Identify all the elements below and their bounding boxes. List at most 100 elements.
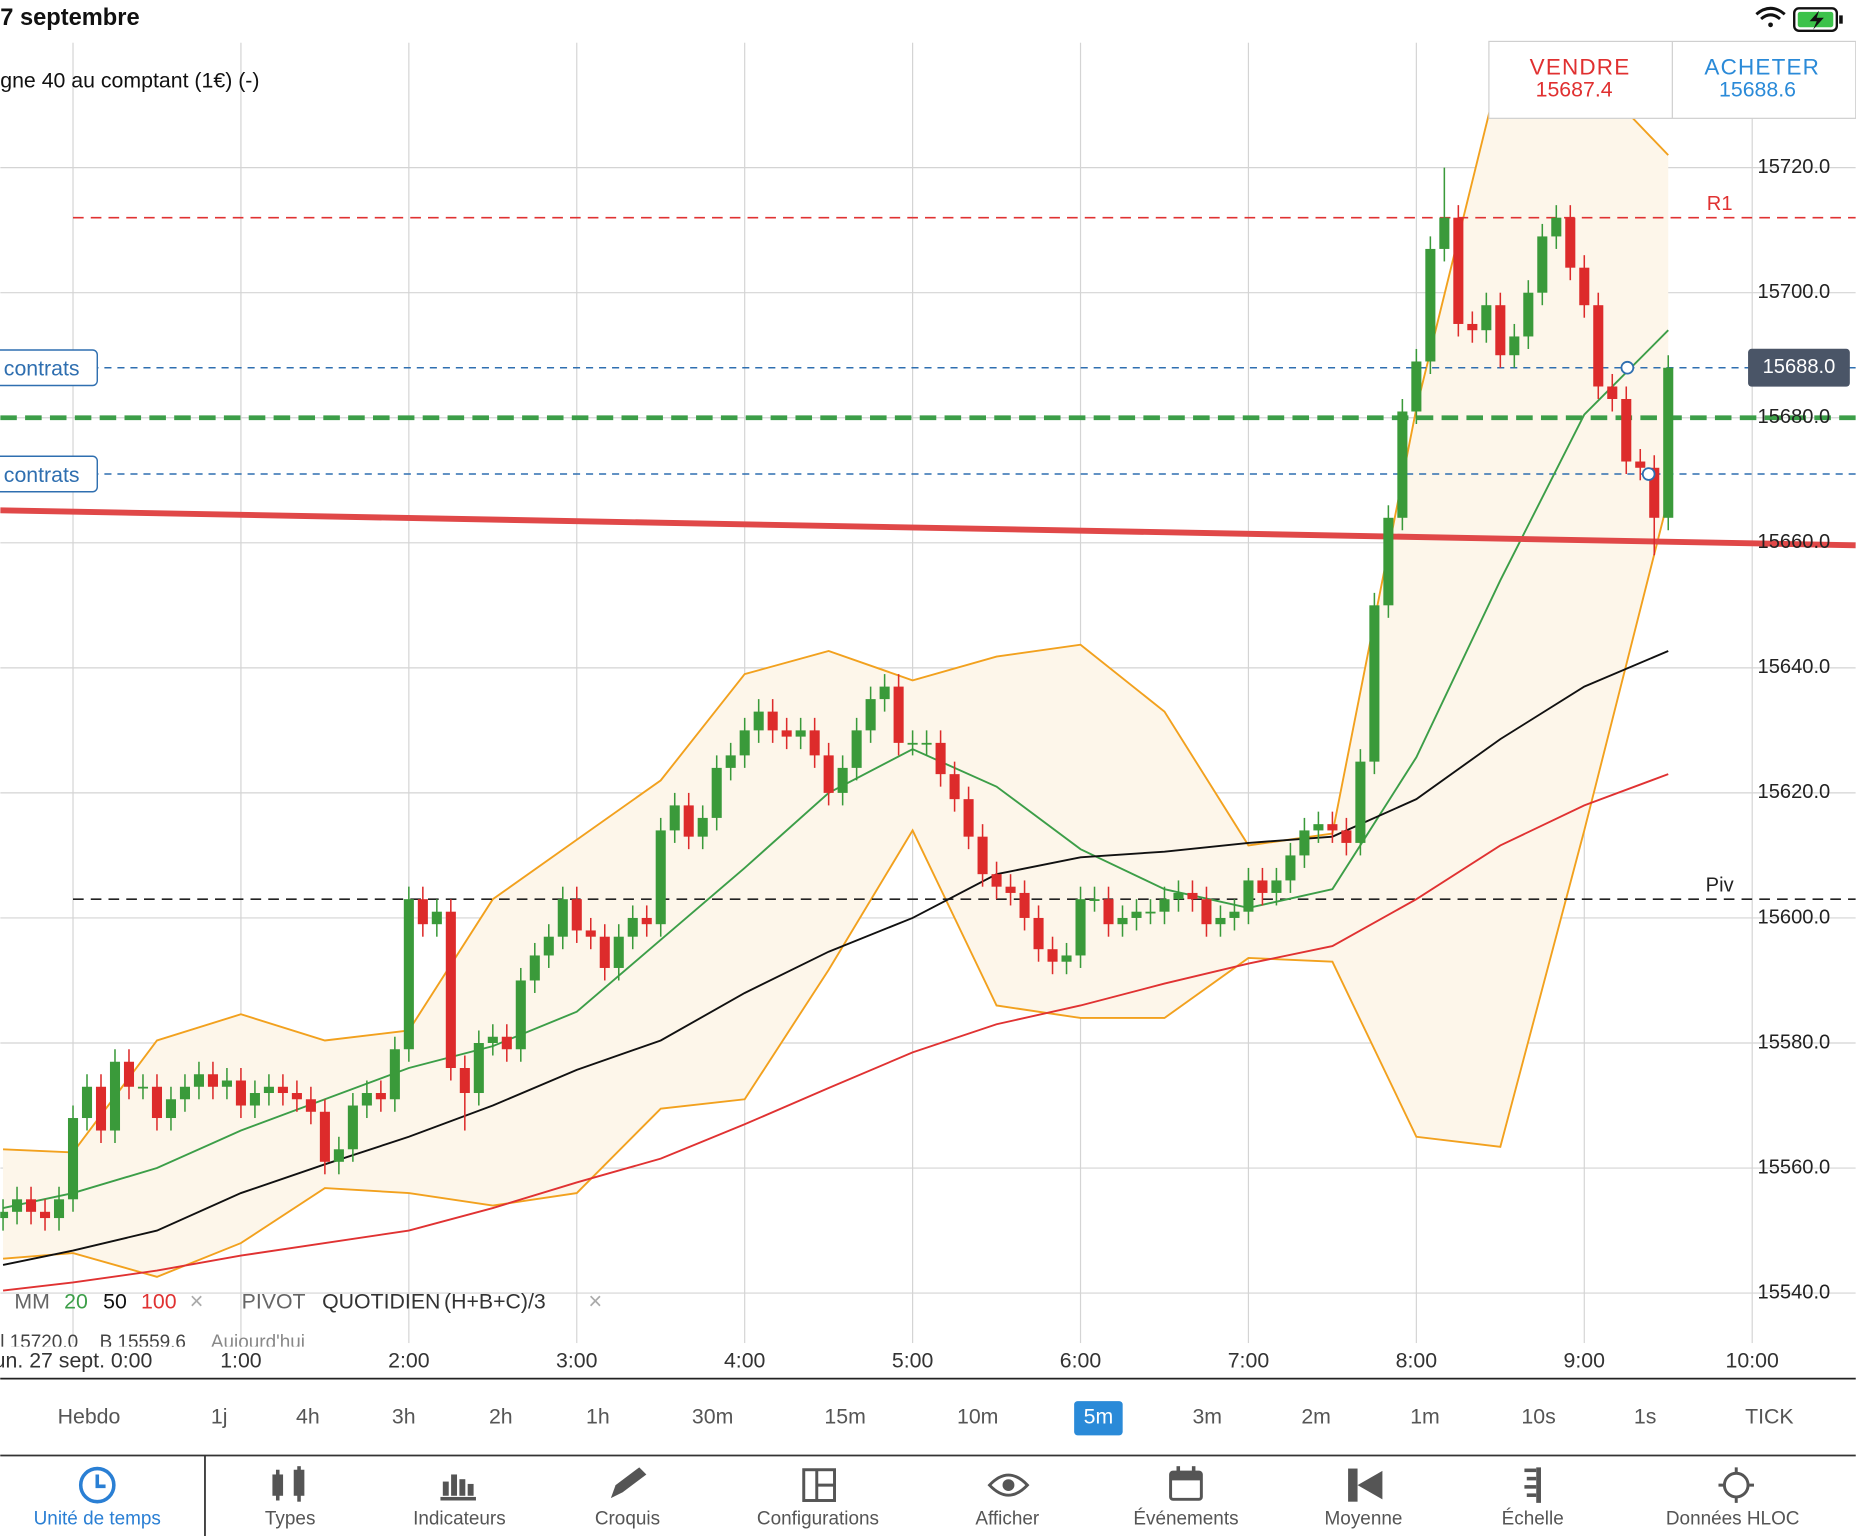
- buy-label[interactable]: ACHETER: [1704, 55, 1820, 80]
- tab[interactable]: Événements: [1133, 1508, 1238, 1529]
- timeframe[interactable]: 1m: [1410, 1404, 1440, 1428]
- candle-body: [1495, 305, 1506, 356]
- candle-body: [991, 874, 1002, 887]
- order-label: contrats: [4, 357, 80, 381]
- candle-body: [613, 936, 624, 968]
- candle-body: [683, 805, 694, 837]
- candle-body: [403, 899, 414, 1050]
- timeframe[interactable]: 1h: [586, 1404, 610, 1428]
- timeframe[interactable]: 2h: [489, 1404, 513, 1428]
- candle-body: [291, 1093, 302, 1100]
- tab[interactable]: Configurations: [757, 1508, 879, 1529]
- timeframe[interactable]: 10s: [1521, 1404, 1555, 1428]
- timeframe[interactable]: 3m: [1192, 1404, 1222, 1428]
- tab[interactable]: Moyenne: [1325, 1508, 1403, 1529]
- tab[interactable]: Échelle: [1502, 1508, 1564, 1529]
- scale-icon: [1524, 1467, 1541, 1503]
- candle-body: [1663, 367, 1674, 518]
- clock-icon: [78, 1466, 116, 1504]
- candle-body: [1397, 411, 1408, 518]
- candle-body: [529, 955, 540, 981]
- close-button[interactable]: ×: [190, 1289, 204, 1315]
- active-timeframe-bg[interactable]: [1074, 1401, 1123, 1436]
- tab[interactable]: Croquis: [595, 1508, 660, 1529]
- timeframe[interactable]: TICK: [1745, 1404, 1794, 1428]
- moving-average: [2, 773, 1669, 1292]
- candle-body: [557, 899, 568, 937]
- x-tick-label: 1:00: [220, 1349, 262, 1373]
- candle-body: [1327, 824, 1338, 831]
- candle-body: [921, 742, 932, 745]
- candle-body: [753, 711, 764, 731]
- tab[interactable]: Données HLOC: [1666, 1508, 1800, 1529]
- candle-body: [963, 799, 974, 837]
- tab-bar: Unité de temps Types Indicateurs Croquis…: [34, 1508, 1800, 1529]
- timeframe[interactable]: 10m: [957, 1404, 998, 1428]
- candle-body: [1075, 899, 1086, 956]
- candle-body: [1439, 217, 1450, 249]
- candle-body: [725, 755, 736, 768]
- timeframe[interactable]: 1s: [1634, 1404, 1657, 1428]
- candle-body: [81, 1086, 93, 1119]
- candle-body: [1089, 899, 1100, 901]
- candle-body: [1635, 461, 1646, 468]
- timeframe[interactable]: 5m: [1084, 1404, 1114, 1428]
- candle-body: [361, 1093, 372, 1106]
- y-tick-label: 15680.0: [1758, 406, 1831, 428]
- current-price-label: 15688.0: [1763, 356, 1836, 378]
- candle-body: [571, 899, 582, 931]
- ma-period: 50: [103, 1290, 127, 1314]
- timeframe[interactable]: 4h: [296, 1404, 320, 1428]
- candle-body: [767, 711, 778, 731]
- candle-body: [809, 730, 820, 756]
- candle-body: [1201, 899, 1212, 925]
- pivot-formula: (H+B+C)/3: [444, 1290, 546, 1314]
- y-tick-label: 15640.0: [1758, 656, 1831, 678]
- candle-body: [501, 1036, 512, 1050]
- sell-button[interactable]: VENDRE 15687.4: [1530, 55, 1631, 102]
- candle-body: [12, 1199, 23, 1212]
- y-tick-label: 15560.0: [1758, 1156, 1831, 1178]
- candle-body: [445, 911, 456, 1069]
- candle-body: [347, 1105, 358, 1150]
- wifi-icon: [1755, 6, 1786, 28]
- x-tick-label: 6:00: [1060, 1349, 1102, 1373]
- sketch-icon: [610, 1467, 647, 1499]
- candle-body: [1285, 855, 1296, 881]
- close-button[interactable]: ×: [588, 1289, 602, 1315]
- candle-body: [333, 1149, 344, 1162]
- candle-body: [1453, 217, 1464, 324]
- candle-body: [39, 1211, 51, 1219]
- order-marker: [1620, 360, 1635, 375]
- timeframe-bar: Hebdo 1j 4h 3h 2h 1h 30m 15m 10m 5m 3m 2…: [58, 1401, 1794, 1436]
- sell-label[interactable]: VENDRE: [1530, 55, 1631, 80]
- candle-body: [25, 1199, 37, 1212]
- timeframe[interactable]: 1j: [211, 1404, 228, 1428]
- x-tick-label: 3:00: [556, 1349, 598, 1373]
- x-tick-label: 5:00: [892, 1349, 934, 1373]
- candle-body: [0, 1211, 9, 1219]
- x-tick-label: 2:00: [388, 1349, 430, 1373]
- timeframe[interactable]: Hebdo: [58, 1404, 121, 1428]
- timeframe[interactable]: 2m: [1301, 1404, 1331, 1428]
- candle-body: [1621, 398, 1632, 462]
- tab[interactable]: Types: [265, 1508, 315, 1529]
- buy-button[interactable]: ACHETER 15688.6: [1704, 55, 1820, 102]
- tab[interactable]: Afficher: [975, 1508, 1039, 1529]
- timeframe[interactable]: 30m: [692, 1404, 733, 1428]
- tab[interactable]: Indicateurs: [413, 1508, 506, 1529]
- trendline: [0, 507, 1856, 549]
- candle-body: [53, 1199, 65, 1219]
- timeframe[interactable]: 15m: [824, 1404, 865, 1428]
- candle-body: [193, 1074, 204, 1087]
- candle-body: [123, 1061, 135, 1087]
- candle-body: [1299, 830, 1310, 856]
- x-tick-label: 4:00: [724, 1349, 766, 1373]
- tab[interactable]: Unité de temps: [34, 1508, 161, 1529]
- x-tick-label: 10:00: [1726, 1349, 1779, 1373]
- y-tick-label: 15660.0: [1758, 531, 1831, 553]
- candle-body: [375, 1093, 386, 1100]
- timeframe[interactable]: 3h: [392, 1404, 416, 1428]
